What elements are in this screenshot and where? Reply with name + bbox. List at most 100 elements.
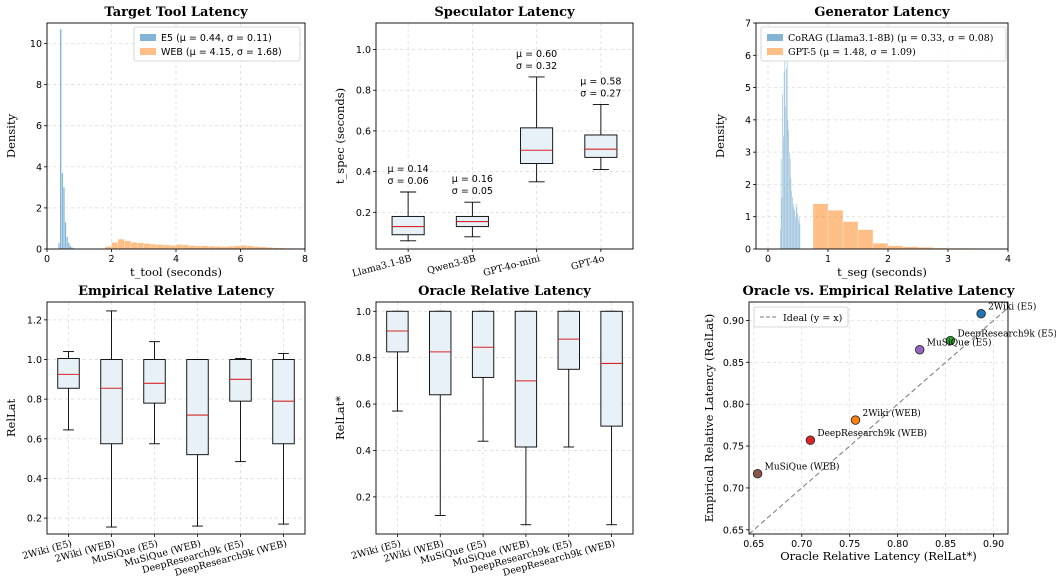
x-tick-label: 3 — [945, 254, 951, 265]
box-iqr — [557, 310, 580, 370]
histogram-bar — [793, 206, 795, 250]
box-1 — [429, 310, 452, 516]
histogram-bar — [790, 177, 792, 250]
ideal-reference-line — [748, 307, 1009, 535]
y-tick-label: 0.8 — [356, 353, 371, 364]
histogram-bar — [842, 221, 859, 250]
std-annotation: σ = 0.32 — [516, 61, 557, 72]
y-tick-label: 0.80 — [723, 400, 744, 411]
box-iqr — [100, 359, 123, 445]
x-tick-label: GPT-4o — [570, 253, 606, 273]
histogram-bar — [794, 210, 796, 250]
histogram-bar — [162, 244, 170, 250]
histogram-bar — [130, 242, 138, 250]
box-iqr — [584, 134, 618, 158]
histogram-bar — [66, 236, 69, 250]
histogram-bar — [785, 68, 787, 250]
y-tick-label: 4 — [745, 115, 751, 126]
x-tick-label: 0 — [765, 254, 771, 265]
histogram-bar — [175, 244, 183, 250]
box-3 — [514, 310, 538, 526]
point-label: DeepResearch9k (E5) — [957, 329, 1056, 340]
y-tick-label: 1.0 — [356, 307, 371, 318]
histogram-bar — [788, 152, 790, 250]
histogram-bar — [787, 119, 789, 250]
box-iqr — [600, 310, 623, 427]
y-tick-label: 1.2 — [27, 315, 42, 326]
x-tick-label: 0.70 — [791, 539, 812, 550]
plot-frame — [755, 22, 1009, 250]
y-tick-label: 0.2 — [356, 492, 371, 503]
x-tick-label: 4 — [173, 254, 179, 265]
x-tick-label: GPT-4o-mini — [482, 253, 541, 279]
box-1 — [455, 201, 489, 238]
box-4 — [229, 358, 252, 463]
scatter-chart: 0.65 0.70 0.75 0.80 0.85 0.90 0.65 0.70 0.75 0.80… — [702, 284, 1056, 563]
x-tick-label: 2 — [885, 254, 891, 265]
mean-annotation: μ = 0.14 — [388, 164, 429, 175]
box-iqr — [57, 358, 80, 389]
histogram-bar — [812, 203, 829, 250]
chart-title: Speculator Latency — [434, 5, 575, 20]
x-tick-label: 1 — [825, 254, 831, 265]
box-iqr — [229, 359, 252, 402]
histogram-bar — [799, 223, 801, 250]
histogram-bar — [59, 29, 62, 250]
x-tick-label: 4 — [1005, 254, 1011, 265]
std-annotation: σ = 0.27 — [580, 88, 621, 99]
histogram-bar — [795, 203, 797, 250]
box-iqr — [520, 127, 554, 164]
y-tick-label: 0.2 — [356, 208, 371, 219]
y-axis-label: Density — [713, 113, 727, 158]
histogram-bar — [788, 129, 790, 250]
histogram-bar — [62, 187, 65, 250]
y-tick-label: 1.0 — [356, 45, 371, 56]
histogram-bar — [156, 244, 164, 250]
legend-frame — [133, 26, 301, 62]
x-tick-label: Qwen3-8B — [426, 253, 477, 277]
legend-label: CoRAG (Llama3.1-8B) (μ = 0.33, σ = 0.08) — [788, 33, 993, 44]
y-tick-label: 0.6 — [356, 400, 371, 411]
histogram-bar — [785, 106, 787, 250]
box-iqr — [143, 359, 166, 404]
histogram-bar — [117, 238, 125, 250]
y-tick-label: 0.8 — [356, 86, 371, 97]
histogram-series — [812, 203, 1009, 250]
box-3 — [186, 359, 209, 527]
histogram-bar — [857, 229, 874, 250]
histogram-bar — [782, 135, 784, 250]
y-tick-label: 7 — [745, 19, 751, 30]
histogram-bar — [240, 245, 248, 250]
std-annotation: σ = 0.06 — [388, 176, 429, 187]
y-tick-label: 0.8 — [27, 395, 42, 406]
y-tick-label: 0.70 — [723, 483, 744, 494]
y-tick-label: 2 — [36, 203, 42, 214]
histogram-bar — [783, 71, 785, 250]
box-iqr — [186, 359, 209, 456]
histogram-bar — [798, 216, 800, 250]
y-tick-label: 3 — [745, 148, 751, 159]
histogram-bar — [111, 242, 119, 250]
histogram-bar — [779, 229, 781, 250]
histogram-bar — [69, 245, 72, 250]
legend-swatch — [767, 34, 783, 41]
histogram-bar — [872, 243, 889, 250]
histogram-bar — [791, 197, 793, 250]
histogram-series — [58, 29, 75, 250]
histogram-bar — [797, 219, 799, 250]
y-tick-label: 6 — [36, 121, 42, 132]
histogram-bar — [58, 242, 61, 250]
histogram-bar — [792, 203, 794, 250]
box-5 — [272, 353, 295, 525]
y-tick-label: 6 — [745, 51, 751, 62]
scatter-point — [915, 345, 925, 355]
box-2 — [520, 76, 554, 183]
histogram-bar — [61, 172, 64, 250]
histogram-bar — [124, 240, 132, 250]
legend-label: WEB (μ = 4.15, σ = 1.68) — [161, 47, 282, 58]
y-axis-label: Density — [4, 113, 18, 158]
histogram-bar — [150, 243, 157, 250]
box-5 — [600, 310, 623, 526]
